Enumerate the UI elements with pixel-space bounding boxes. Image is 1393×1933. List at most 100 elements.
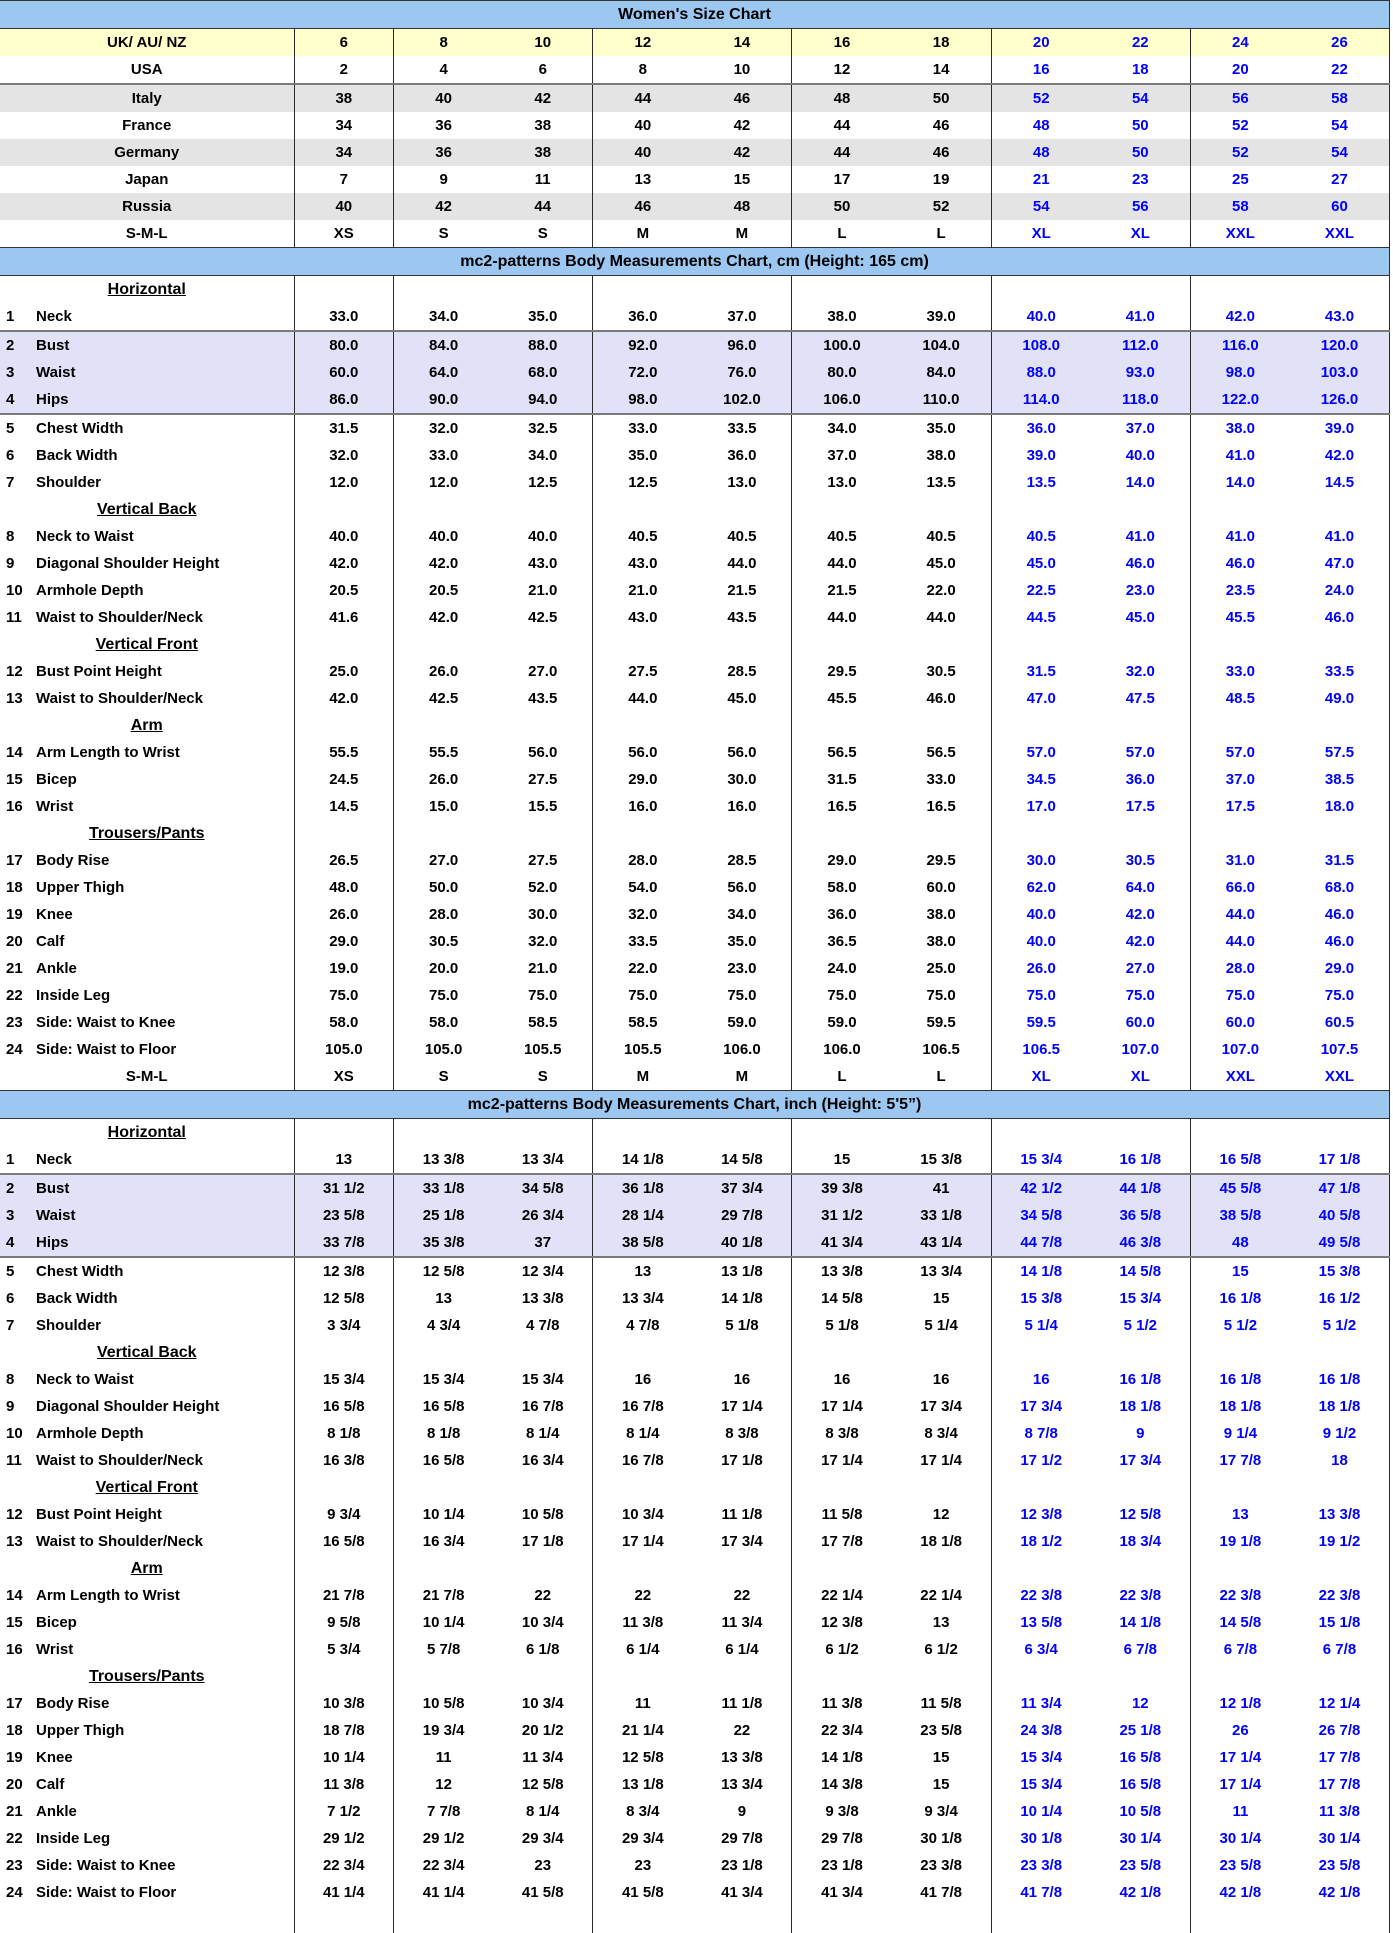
value-cell	[892, 631, 992, 658]
value-cell: 19 1/2	[1290, 1528, 1390, 1555]
value-cell	[394, 1663, 494, 1690]
value-cell: 10 1/4	[394, 1501, 494, 1528]
value-cell: 93.0	[1091, 359, 1191, 386]
value-cell: 52	[1190, 139, 1290, 166]
value-cell: 12 3/8	[991, 1501, 1091, 1528]
value-cell: 17.5	[1190, 793, 1290, 820]
value-cell	[692, 1555, 792, 1582]
value-cell: 8	[593, 56, 693, 84]
value-cell: 50	[1091, 139, 1191, 166]
row-label-text: Neck to Waist	[36, 528, 134, 545]
value-cell: 43.0	[493, 550, 593, 577]
row-number: 20	[0, 1776, 36, 1793]
row-label-text: Arm Length to Wrist	[36, 744, 180, 761]
value-cell: 32.0	[394, 414, 494, 442]
value-cell: 37 3/4	[692, 1174, 792, 1202]
value-cell: 15 3/4	[294, 1366, 394, 1393]
value-cell: 10	[692, 56, 792, 84]
value-cell: 36.0	[692, 442, 792, 469]
value-cell	[1091, 1555, 1191, 1582]
value-cell: 55.5	[394, 739, 494, 766]
value-cell: 54.0	[593, 874, 693, 901]
value-cell: 10 1/4	[294, 1744, 394, 1771]
value-cell: 42.0	[394, 550, 494, 577]
value-cell	[1091, 1474, 1191, 1501]
row-label: USA	[0, 56, 294, 84]
value-cell	[991, 1663, 1091, 1690]
value-cell: 56.0	[593, 739, 693, 766]
value-cell: 22 1/4	[792, 1582, 892, 1609]
value-cell: 38.5	[1290, 766, 1390, 793]
value-cell: 18 1/2	[991, 1528, 1091, 1555]
value-cell: 36.0	[1091, 766, 1191, 793]
row-number: 4	[0, 391, 36, 408]
value-cell: 17 7/8	[1290, 1771, 1390, 1798]
section-header-label: Vertical Back	[97, 501, 197, 518]
value-cell	[692, 712, 792, 739]
value-cell: 60.0	[1091, 1009, 1191, 1036]
value-cell: 22.0	[593, 955, 693, 982]
value-cell: 48	[792, 84, 892, 112]
value-cell: 13 3/8	[1290, 1501, 1390, 1528]
value-cell: 34 5/8	[493, 1174, 593, 1202]
value-cell	[792, 1663, 892, 1690]
value-cell: 54	[1091, 84, 1191, 112]
value-cell: 48.0	[294, 874, 394, 901]
value-cell: 42.0	[1091, 928, 1191, 955]
row-number: 24	[0, 1884, 36, 1901]
value-cell	[1290, 631, 1390, 658]
value-cell: 57.5	[1290, 739, 1390, 766]
section-header-label: Horizontal	[108, 1124, 186, 1141]
value-cell	[792, 1555, 892, 1582]
value-cell: 21.0	[593, 577, 693, 604]
value-cell: XXL	[1290, 220, 1390, 248]
value-cell: 46	[593, 193, 693, 220]
value-cell: 41	[892, 1174, 992, 1202]
value-cell: 16.0	[593, 793, 693, 820]
value-cell: 44	[493, 193, 593, 220]
value-cell: 34.0	[493, 442, 593, 469]
row-number: 20	[0, 933, 36, 950]
value-cell: 59.5	[892, 1009, 992, 1036]
value-cell: M	[593, 1063, 693, 1091]
value-cell: 14 1/8	[692, 1285, 792, 1312]
value-cell: 14.0	[1091, 469, 1191, 496]
value-cell: 12.5	[593, 469, 693, 496]
value-cell: 13.5	[991, 469, 1091, 496]
value-cell: 6 3/4	[991, 1636, 1091, 1663]
row-label-text: Side: Waist to Floor	[36, 1884, 176, 1901]
value-cell: 19	[892, 166, 992, 193]
value-cell: 52.0	[493, 874, 593, 901]
value-cell: 13 1/8	[692, 1257, 792, 1285]
value-cell: 8 1/4	[493, 1420, 593, 1447]
value-cell: 27.0	[394, 847, 494, 874]
value-cell: 16 1/8	[1290, 1366, 1390, 1393]
value-cell: 5 1/2	[1091, 1312, 1191, 1339]
value-cell: 10 3/4	[593, 1501, 693, 1528]
row-number: 19	[0, 906, 36, 923]
value-cell: 17 1/8	[1290, 1146, 1390, 1174]
value-cell: 21	[991, 166, 1091, 193]
value-cell: 39.0	[1290, 414, 1390, 442]
value-cell	[294, 820, 394, 847]
value-cell: 9 3/8	[792, 1798, 892, 1825]
section-header-row: Vertical Front	[0, 1474, 1390, 1501]
value-cell: 36 1/8	[593, 1174, 693, 1202]
value-cell: 120.0	[1290, 331, 1390, 359]
value-cell: 8 1/4	[493, 1798, 593, 1825]
value-cell: 56	[1091, 193, 1191, 220]
value-cell: 75.0	[394, 982, 494, 1009]
value-cell: 19 1/8	[1190, 1528, 1290, 1555]
value-cell	[394, 496, 494, 523]
